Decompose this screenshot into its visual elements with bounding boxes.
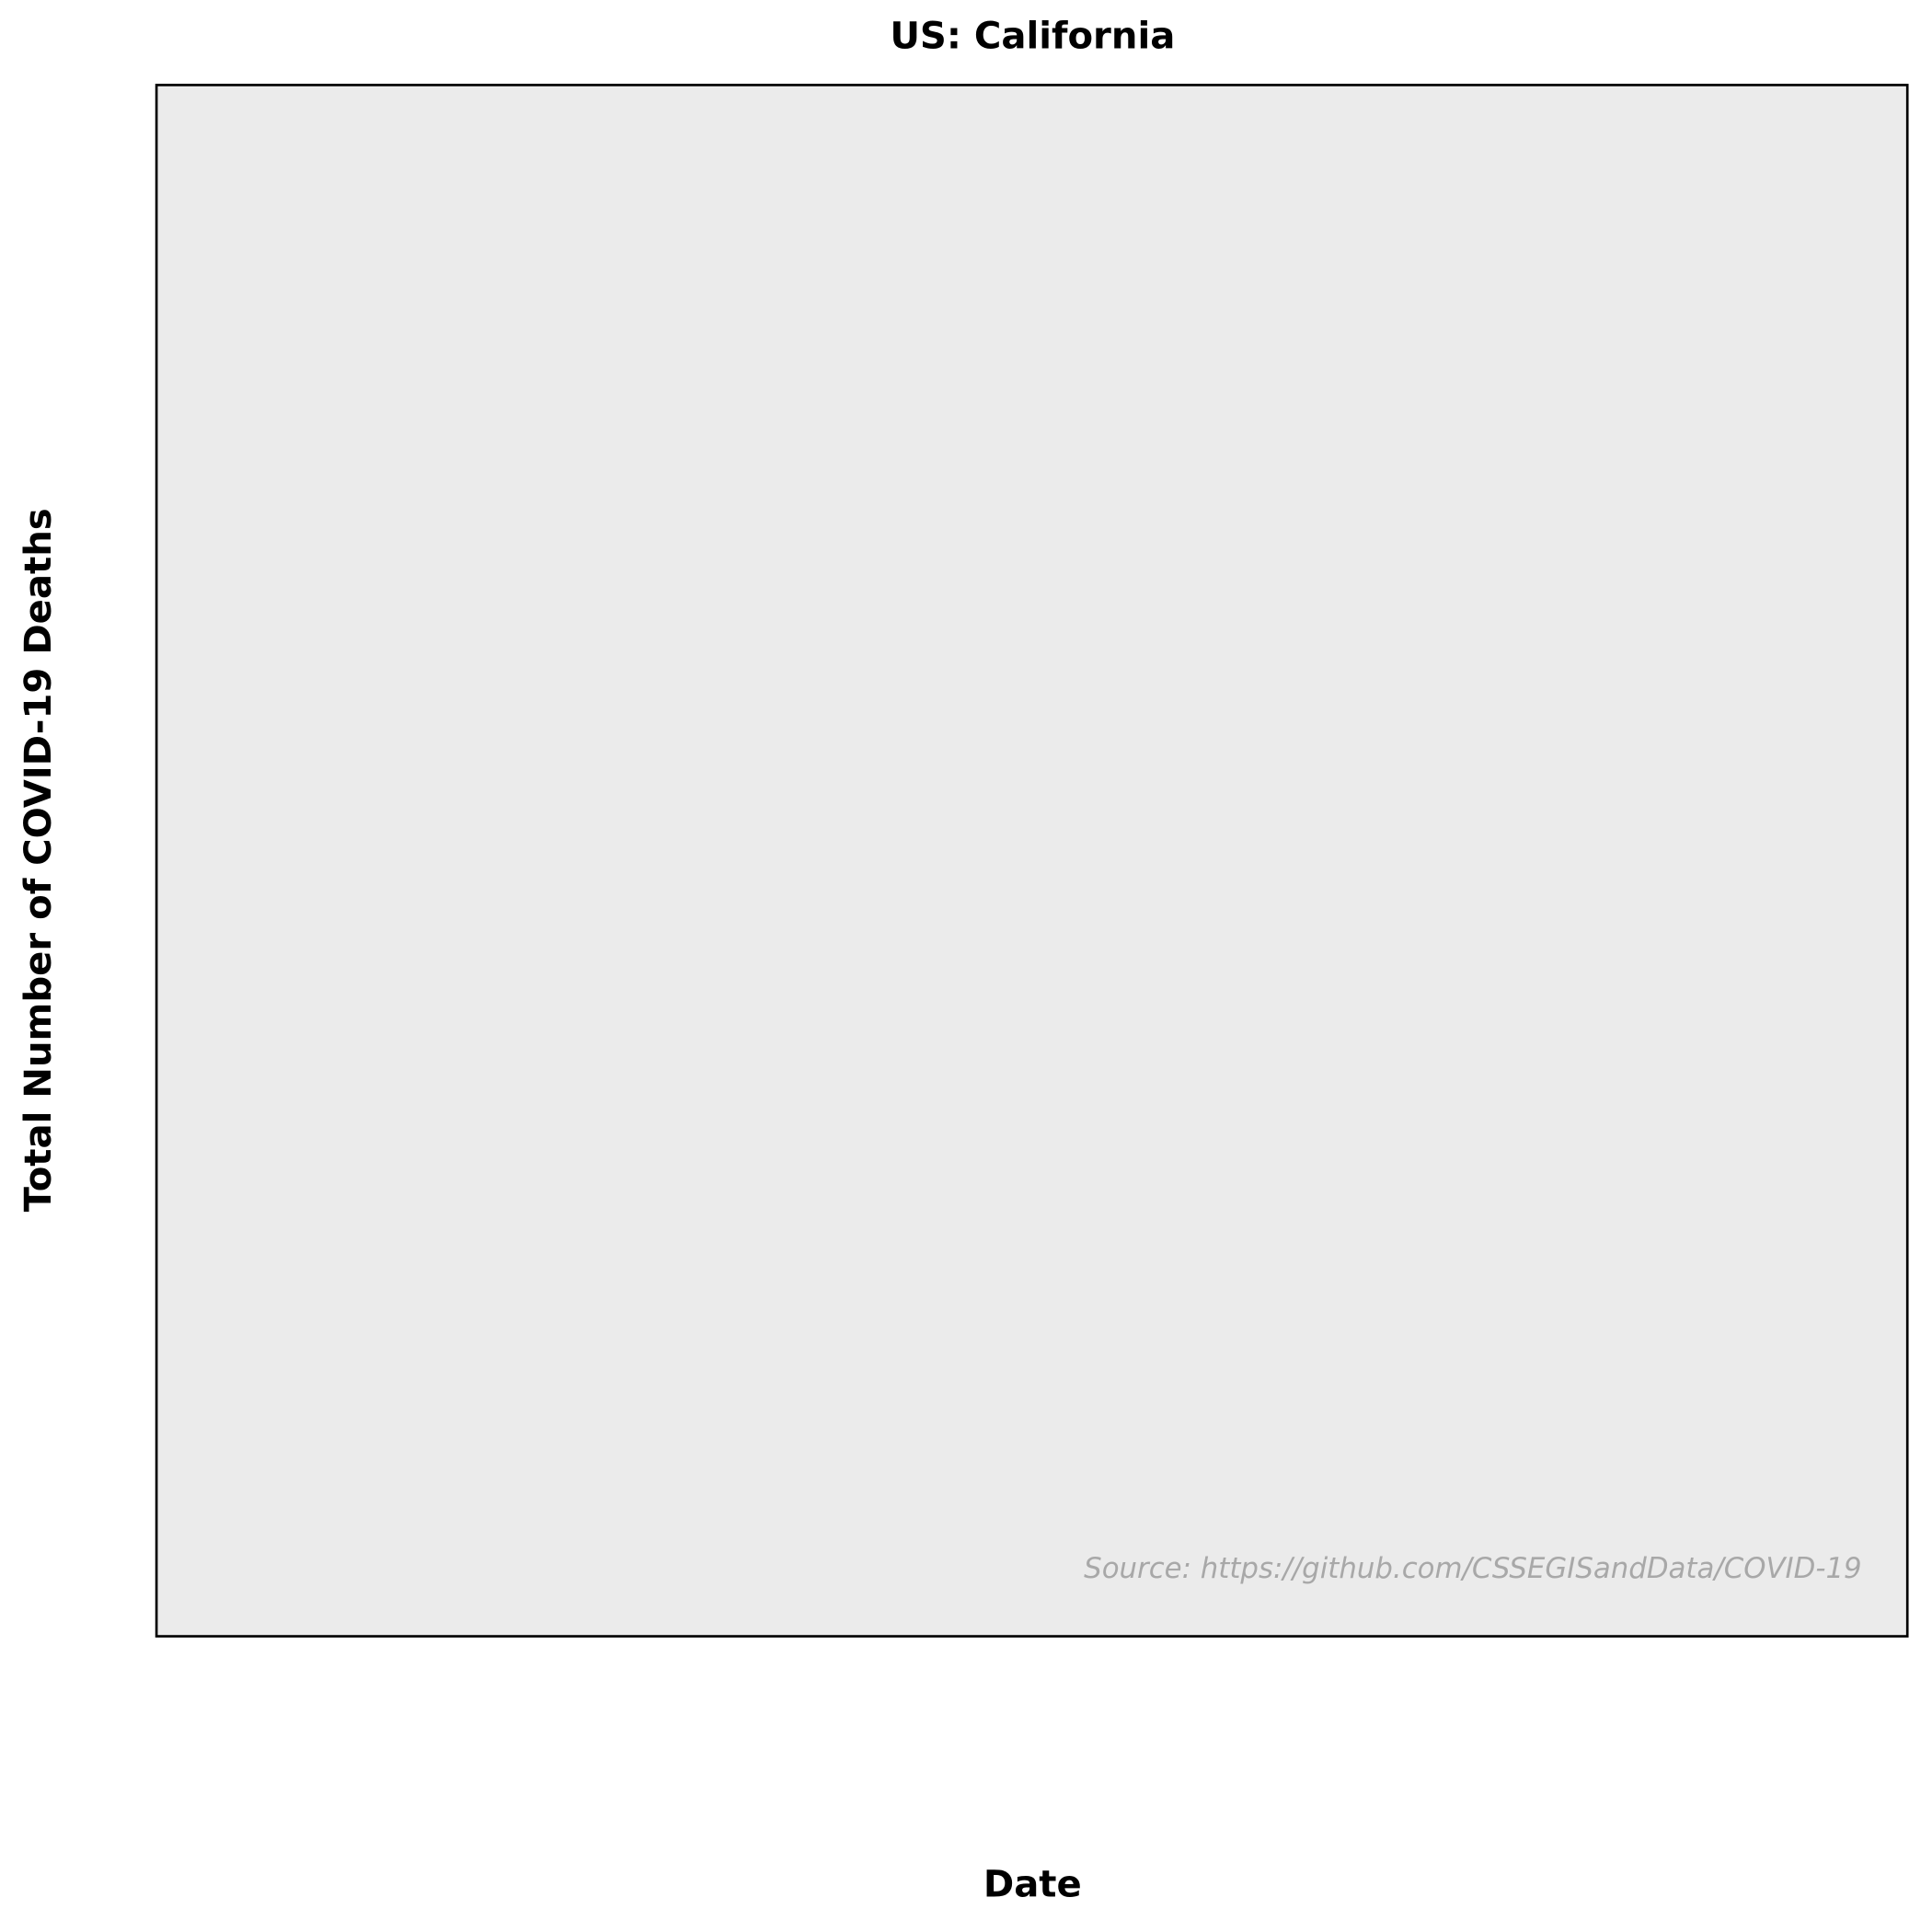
plot-border [155,84,1909,1638]
x-axis-label: Date [983,1863,1082,1905]
source-annotation: Source: https://github.com/CSSEGISandDat… [1084,1552,1862,1585]
y-axis-label: Total Number of COVID-19 Deaths [17,508,60,1212]
chart-title: US: California [890,16,1175,58]
plot-background [156,85,1908,1637]
